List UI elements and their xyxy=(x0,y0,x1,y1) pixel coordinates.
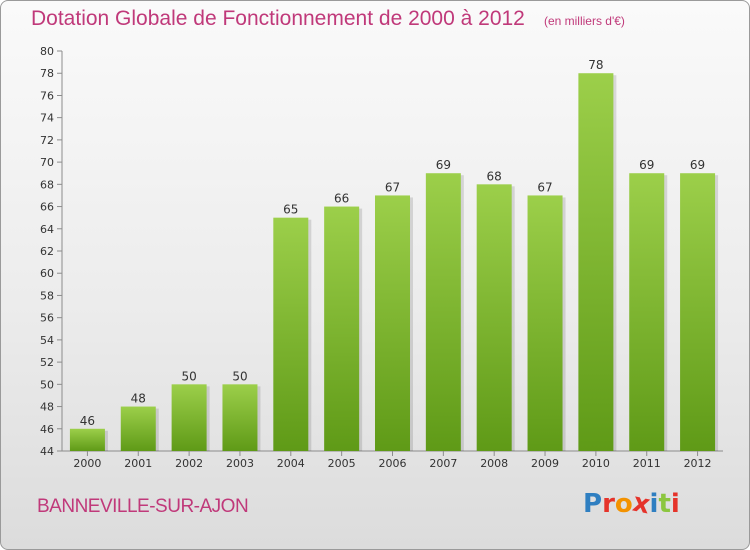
y-tick-label: 66 xyxy=(40,201,54,214)
data-labels-group: 46 48 50 50 65 66 67 69 68 67 78 69 69 xyxy=(80,58,705,428)
x-tick-label: 2012 xyxy=(684,457,712,470)
logo-letter: o xyxy=(614,489,633,519)
y-tick-label: 70 xyxy=(40,156,54,169)
bar xyxy=(527,195,563,451)
data-label: 50 xyxy=(181,369,196,383)
x-tick-label: 2007 xyxy=(429,457,457,470)
x-tick-label: 2005 xyxy=(328,457,356,470)
y-tick-label: 54 xyxy=(40,334,54,347)
chart-subtitle: (en milliers d'€) xyxy=(543,14,625,28)
bar xyxy=(222,384,258,451)
logo-letter: i xyxy=(670,489,680,519)
bar xyxy=(629,173,665,451)
data-label: 69 xyxy=(690,158,705,172)
y-tick-label: 44 xyxy=(40,445,54,458)
x-tick-label: 2004 xyxy=(277,457,305,470)
data-label: 66 xyxy=(334,192,349,206)
x-tick-label: 2002 xyxy=(175,457,203,470)
logo-letter: P xyxy=(583,489,603,519)
commune-name: BANNEVILLE-SUR-AJON xyxy=(37,496,249,517)
x-tick-label: 2001 xyxy=(124,457,152,470)
y-tick-label: 64 xyxy=(40,223,54,236)
data-label: 78 xyxy=(588,58,603,72)
x-tick-label: 2003 xyxy=(226,457,254,470)
data-label: 67 xyxy=(385,180,400,194)
bar xyxy=(680,173,716,451)
y-tick-label: 68 xyxy=(40,178,54,191)
chart-title: Dotation Globale de Fonctionnement de 20… xyxy=(31,7,525,30)
bar xyxy=(69,428,105,451)
data-label: 65 xyxy=(283,203,298,217)
bars-group xyxy=(69,73,719,452)
y-tick-label: 72 xyxy=(40,134,54,147)
proxiti-logo[interactable]: Proxiti xyxy=(583,488,680,521)
bar xyxy=(375,195,410,451)
data-label: 48 xyxy=(131,392,146,406)
x-tick-label: 2006 xyxy=(379,457,407,470)
y-tick-label: 62 xyxy=(40,245,54,258)
x-tick-label: 2011 xyxy=(633,457,661,470)
x-tick-label: 2008 xyxy=(480,457,508,470)
logo-letter: t xyxy=(658,489,671,519)
y-tick-label: 80 xyxy=(40,45,54,58)
y-tick-label: 46 xyxy=(40,423,54,436)
x-tick-label: 2010 xyxy=(582,457,610,470)
bar xyxy=(324,206,360,451)
x-tick-label: 2009 xyxy=(531,457,559,470)
bar xyxy=(425,173,461,451)
y-tick-label: 76 xyxy=(40,89,54,102)
y-tick-label: 56 xyxy=(40,312,54,325)
y-tick-label: 74 xyxy=(40,112,54,125)
data-label: 46 xyxy=(80,414,95,428)
bar xyxy=(273,217,309,451)
y-tick-label: 52 xyxy=(40,356,54,369)
bar xyxy=(578,73,614,451)
data-label: 68 xyxy=(487,169,502,183)
data-label: 69 xyxy=(639,158,654,172)
x-tick-label: 2000 xyxy=(73,457,101,470)
logo-letter: i xyxy=(649,489,659,519)
data-label: 67 xyxy=(537,180,552,194)
y-tick-label: 78 xyxy=(40,67,54,80)
bar xyxy=(120,406,156,451)
title-row: Dotation Globale de Fonctionnement de 20… xyxy=(31,7,625,31)
y-tick-label: 58 xyxy=(40,289,54,302)
y-tick-label: 48 xyxy=(40,401,54,414)
y-tick-label: 50 xyxy=(40,378,54,391)
y-tick-label: 60 xyxy=(40,267,54,280)
data-label: 69 xyxy=(436,158,451,172)
data-label: 50 xyxy=(232,369,247,383)
bar xyxy=(171,384,207,451)
logo-letter: r xyxy=(602,489,615,519)
bar xyxy=(476,184,512,452)
